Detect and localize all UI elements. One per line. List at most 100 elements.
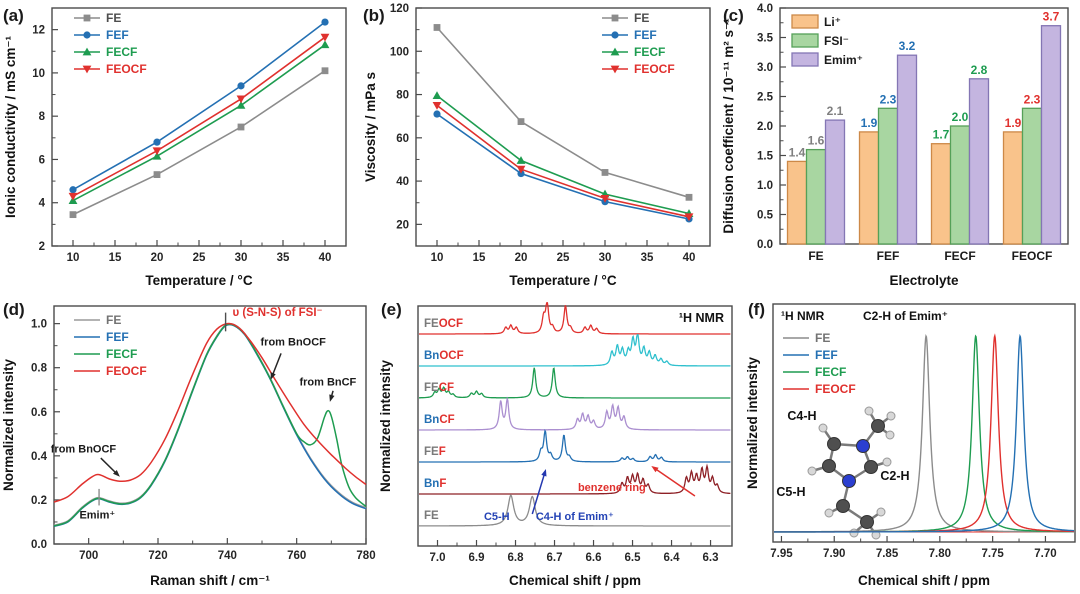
category-label: FE: [808, 249, 823, 263]
molecule-inset: [807, 406, 896, 540]
x-tick-label: 6.8: [508, 552, 525, 564]
marker-square: [433, 24, 441, 31]
bar-value-label: 1.6: [808, 134, 825, 148]
x-axis-title: Raman shift / cm⁻¹: [150, 573, 270, 588]
bar-value-label: 3.2: [899, 39, 916, 53]
x-tick-label: 6.6: [586, 552, 602, 564]
trace-label: FEF: [424, 446, 446, 458]
nmr-trace: [419, 334, 731, 367]
panel-tag: (c): [723, 6, 744, 25]
plot-frame: [415, 7, 711, 247]
x-tick-label: 6.3: [703, 552, 719, 564]
hydrogen-atom: [849, 528, 859, 538]
category-label: FECF: [944, 249, 975, 263]
y-tick-label: 2.5: [757, 92, 774, 104]
x-tick-label: 760: [287, 550, 306, 562]
marker-triangle-up: [82, 47, 92, 56]
x-tick-label: 30: [599, 252, 612, 264]
annotation-arrow-head: [270, 372, 276, 380]
hydrogen-atom: [818, 423, 828, 433]
y-axis-title: Diffusion coefficient / 10⁻¹¹ m² s⁻¹: [721, 18, 736, 234]
panel-tag: (e): [381, 300, 402, 319]
x-tick-label: 6.7: [547, 552, 563, 564]
y-axis-title: Normalized intensity: [745, 356, 760, 489]
x-tick-label: 6.5: [625, 552, 642, 564]
marker-triangle-down: [320, 33, 330, 42]
x-tick-label: 35: [277, 252, 290, 264]
y-tick-label: 12: [32, 25, 45, 37]
annotation-arrow-head: [113, 470, 120, 477]
x-tick-label: 15: [109, 252, 122, 264]
annotation-arrow-line: [654, 467, 696, 497]
legend-swatch: [791, 52, 819, 67]
annotation-text: from BnOCF: [261, 337, 327, 349]
figure-row-top: 10 15 20 25 30 35 40 2 4 6 8 10 12 Temperature / °C Io…: [0, 0, 1080, 294]
trace-label: FEOCF: [424, 318, 463, 330]
trace-label: BnOCF: [424, 350, 464, 362]
marker-circle: [69, 186, 77, 194]
carbon-atom: [864, 460, 878, 474]
trace-label: FECF: [424, 382, 454, 394]
bar-FSI⁻-FEOCF: [1021, 107, 1043, 245]
bar-value-label: 2.1: [827, 104, 844, 118]
nmr-trace: [419, 367, 731, 399]
legend-label: FEF: [106, 28, 129, 42]
curve-FEOCF: [53, 322, 367, 503]
hydrogen-atom: [824, 508, 834, 518]
curve-FE: [53, 322, 367, 527]
marker-triangle-down: [610, 65, 620, 74]
x-tick-label: 700: [79, 550, 98, 562]
hydrogen-atom: [864, 406, 874, 416]
panel-a-chart: 10 15 20 25 30 35 40 2 4 6 8 10 12 Temperature / °C Io…: [3, 6, 347, 288]
legend-label: FE: [106, 11, 121, 25]
nmr-trace: [419, 396, 731, 431]
marker-square: [153, 171, 161, 178]
legend-label: FE: [815, 331, 830, 345]
y-tick-label: 0.0: [757, 239, 773, 251]
x-tick-label: 7.85: [876, 548, 899, 560]
marker-triangle-up: [516, 156, 526, 164]
bar-value-label: 2.3: [1024, 92, 1041, 106]
annotation-arrow-line: [100, 457, 118, 475]
y-tick-label: 10: [32, 68, 45, 80]
panel-d-chart: 700 720 740 760 780 0.0 0.2 0.4 0.6 0.8 1.0 Raman s…: [1, 300, 376, 588]
y-tick-label: 8: [39, 111, 46, 123]
legend-label: FECF: [106, 45, 137, 59]
y-tick-label: 0.2: [31, 495, 47, 507]
series-FEOCF: [436, 104, 690, 218]
y-tick-label: 120: [390, 3, 409, 15]
hydrogen-atom: [876, 507, 886, 517]
legend-label: FSI⁻: [824, 34, 849, 48]
molecule-label: C4-H: [787, 409, 816, 423]
nmr-trace: [419, 428, 731, 463]
y-tick-label: 40: [396, 176, 409, 188]
annotation-text: C4-H of Emim⁺: [536, 511, 614, 523]
x-tick-label: 10: [431, 252, 444, 264]
marker-triangle-up: [152, 151, 162, 160]
carbon-atom: [871, 419, 885, 433]
y-tick-label: 0.4: [31, 451, 48, 463]
series-FE: [436, 26, 690, 199]
y-tick-label: 80: [396, 90, 409, 102]
annotation-arrow-line: [271, 353, 282, 377]
x-tick-label: 25: [193, 252, 206, 264]
figure-row-bottom: 700 720 740 760 780 0.0 0.2 0.4 0.6 0.8 1.0 Raman s…: [0, 294, 1080, 594]
legend-label: FE: [634, 11, 649, 25]
y-tick-label: 1.0: [31, 319, 47, 331]
marker-triangle-down: [432, 101, 442, 110]
x-tick-label: 30: [235, 252, 248, 264]
bar-value-label: 3.7: [1043, 10, 1060, 24]
marker-triangle-down: [516, 165, 526, 174]
bar-Emim⁺-FEOCF: [1040, 25, 1062, 245]
x-axis-title: Chemical shift / ppm: [509, 573, 641, 588]
panel-c: 0.0 0.5 1.0 1.5 2.0 2.5 3.0 3.5 4.0 Electrolyte Di…: [720, 0, 1080, 294]
x-tick-label: 7.70: [1034, 548, 1056, 560]
nmr-peak-FEF: [774, 333, 1074, 533]
marker-circle: [611, 31, 619, 39]
y-tick-label: 2: [39, 241, 45, 253]
marker-triangle-down: [68, 192, 78, 201]
series-FEOCF: [72, 36, 326, 197]
marker-square: [237, 123, 245, 131]
bar-Li⁺-FECF: [930, 143, 952, 245]
